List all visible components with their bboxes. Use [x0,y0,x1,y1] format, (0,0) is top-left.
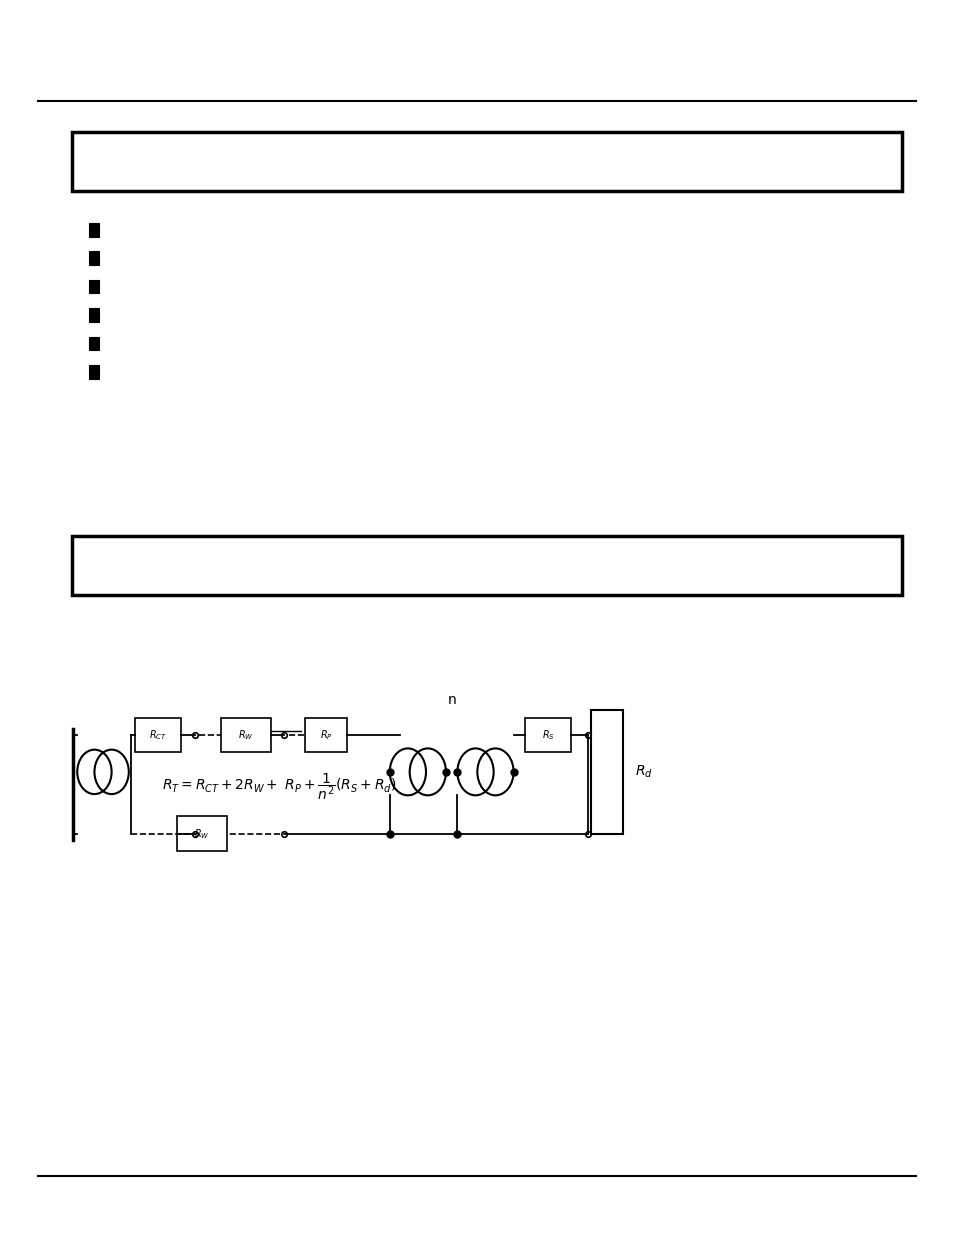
Bar [524,718,570,752]
Text: $R_d$: $R_d$ [634,763,652,781]
Bar [71,132,901,191]
Bar [89,224,99,237]
Bar [89,336,99,351]
Bar [89,366,99,379]
Text: n: n [447,693,456,708]
Bar [590,710,622,834]
Bar [89,279,99,293]
Text: $R_P$: $R_P$ [319,727,333,742]
Bar [71,536,901,595]
Text: $R_T = R_{CT} + 2R_W + \ R_P + \dfrac{1}{n^2}(R_S + R_d)$: $R_T = R_{CT} + 2R_W + \ R_P + \dfrac{1}… [162,771,396,803]
Bar [89,251,99,264]
Text: $R_W$: $R_W$ [194,826,210,841]
Bar [135,718,181,752]
Text: $R_S$: $R_S$ [541,727,554,742]
Text: $R_W$: $R_W$ [238,727,253,742]
Bar [221,718,271,752]
Bar [305,718,347,752]
Bar [89,308,99,322]
Text: $R_{CT}$: $R_{CT}$ [150,727,167,742]
Bar [177,816,227,851]
